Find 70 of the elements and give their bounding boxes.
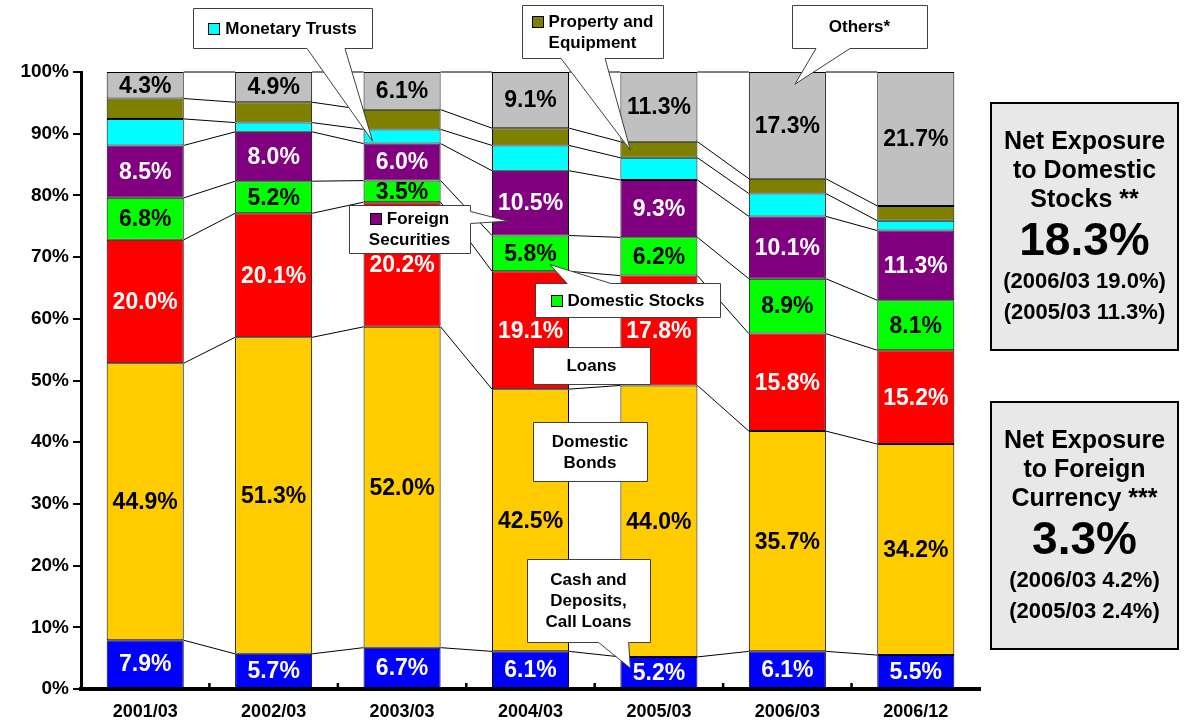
- y-tick-label: 30%: [30, 492, 70, 514]
- data-label: 10.1%: [754, 233, 820, 260]
- data-label: 10.5%: [497, 189, 564, 216]
- text: Others*: [828, 17, 891, 36]
- legend-label: Monetary Trusts: [225, 18, 357, 38]
- y-tick-label: 60%: [30, 307, 70, 329]
- data-label: 34.2%: [883, 535, 949, 562]
- y-tick-label: 20%: [30, 553, 70, 575]
- y-tick-label: 40%: [30, 430, 70, 452]
- y-tick-label: 70%: [30, 245, 70, 267]
- legend-label: Property and Equipment: [548, 11, 654, 52]
- data-label: 6.0%: [375, 148, 429, 175]
- data-label: 6.1%: [504, 656, 557, 683]
- legend-label: Domestic Stocks: [567, 290, 705, 310]
- x-tick-label: 2004/03: [497, 700, 564, 721]
- y-tick-label: 50%: [30, 368, 70, 390]
- series-label: Cash and Deposits, Call Loans: [545, 570, 632, 631]
- data-label: 20.2%: [369, 250, 435, 277]
- data-label: 19.1%: [497, 316, 564, 343]
- x-tick-label: 2006/12: [883, 700, 949, 721]
- data-label: 11.3%: [626, 93, 691, 120]
- data-label: 5.5%: [889, 657, 942, 684]
- data-label: 20.1%: [241, 261, 307, 288]
- data-label: 5.2%: [632, 658, 686, 685]
- data-label: 6.1%: [375, 77, 429, 104]
- x-tick-label: 2003/03: [369, 700, 435, 721]
- data-label: 17.3%: [754, 111, 820, 138]
- data-label: 8.0%: [247, 142, 300, 169]
- data-label: 17.8%: [626, 316, 692, 343]
- series-label: Domestic Bonds: [551, 431, 629, 472]
- data-label: 44.9%: [112, 488, 178, 515]
- series-label: Loans: [566, 356, 617, 375]
- data-label: 15.2%: [883, 383, 949, 410]
- y-tick-label: 80%: [30, 183, 70, 205]
- data-label: 8.9%: [761, 292, 814, 319]
- data-label: 6.8%: [119, 205, 172, 232]
- data-label: 4.3%: [119, 71, 172, 98]
- data-label: 52.0%: [369, 473, 435, 500]
- data-label: 6.7%: [375, 654, 429, 681]
- data-label: 5.2%: [247, 183, 300, 210]
- data-label: 8.5%: [119, 157, 172, 184]
- data-label: 42.5%: [497, 506, 564, 533]
- data-label: 21.7%: [883, 125, 949, 152]
- data-label: 6.2%: [632, 242, 686, 269]
- x-tick-label: 2005/03: [626, 700, 692, 721]
- legend-label: Foreign Securities: [368, 209, 451, 249]
- x-tick-label: 2006/03: [754, 700, 820, 721]
- y-tick-label: 0%: [41, 677, 70, 699]
- data-label: 35.7%: [754, 527, 820, 554]
- x-tick-label: 2002/03: [241, 700, 307, 721]
- data-label: 6.1%: [761, 656, 814, 683]
- data-label: 9.3%: [632, 195, 686, 222]
- data-label: 5.7%: [247, 657, 300, 684]
- data-label: 15.8%: [754, 368, 820, 395]
- data-label: 51.3%: [241, 481, 307, 508]
- text: Net Exposure to Domestic Stocks ** 18.3% (2006/03 19.0%) (2005/03 11.3%): [1002, 126, 1167, 326]
- y-tick-label: 10%: [30, 615, 70, 637]
- data-label: 11.3%: [883, 251, 948, 278]
- data-label: 8.1%: [889, 311, 942, 338]
- data-label: 44.0%: [626, 507, 692, 534]
- data-label: 4.9%: [247, 73, 300, 100]
- data-label: 7.9%: [119, 650, 172, 677]
- data-label: 20.0%: [112, 287, 178, 314]
- y-tick-label: 100%: [20, 60, 70, 82]
- data-label: 3.5%: [375, 177, 429, 204]
- text: Net Exposure to Foreign Currency *** 3.3% (2006/03 4.2%) (2005/03 2.4%): [1002, 425, 1167, 625]
- data-label: 5.8%: [504, 239, 557, 266]
- data-label: 9.1%: [504, 86, 557, 113]
- y-tick-label: 90%: [30, 121, 70, 143]
- x-tick-label: 2001/03: [112, 700, 178, 721]
